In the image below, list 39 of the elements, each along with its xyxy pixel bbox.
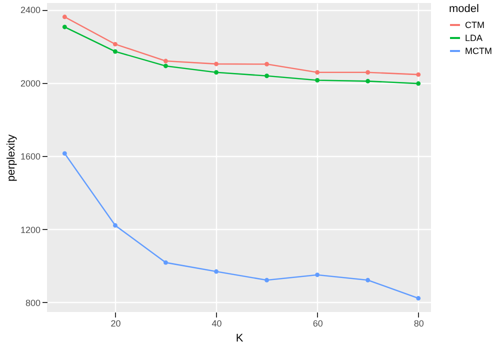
point — [315, 70, 320, 75]
point — [214, 269, 218, 274]
y-tick-label: 2400 — [20, 5, 40, 16]
point — [214, 62, 218, 66]
y-tick-label: 1200 — [20, 224, 40, 235]
y-axis-title: perplexity — [5, 134, 18, 182]
x-tick-label: 60 — [312, 318, 323, 328]
point — [315, 78, 320, 82]
legend-label: LDA — [465, 33, 483, 43]
y-tick-label: 1600 — [20, 152, 40, 162]
point — [416, 296, 421, 300]
point — [366, 78, 370, 84]
y-tick-label: 800 — [25, 298, 40, 308]
point — [112, 223, 118, 228]
x-tick-label: 80 — [414, 318, 424, 328]
point — [264, 74, 270, 78]
point — [416, 72, 421, 77]
legend-label: MCTM — [465, 46, 492, 56]
point — [164, 64, 168, 68]
point — [264, 278, 270, 282]
x-axis-title: K — [236, 332, 244, 344]
legend-title: model — [449, 3, 479, 15]
point — [214, 70, 218, 75]
point — [112, 42, 118, 46]
point — [264, 62, 270, 66]
point — [416, 81, 421, 86]
point — [62, 24, 67, 30]
point — [366, 278, 370, 282]
x-tick-label: 40 — [212, 318, 222, 328]
point — [62, 14, 67, 20]
point — [315, 272, 320, 278]
point — [366, 70, 370, 75]
point — [164, 58, 168, 64]
y-tick-label: 2000 — [20, 78, 40, 88]
point — [62, 151, 67, 156]
legend-label: CTM — [465, 20, 484, 30]
point — [112, 49, 118, 54]
x-tick-label: 20 — [110, 318, 121, 328]
point — [164, 260, 168, 265]
